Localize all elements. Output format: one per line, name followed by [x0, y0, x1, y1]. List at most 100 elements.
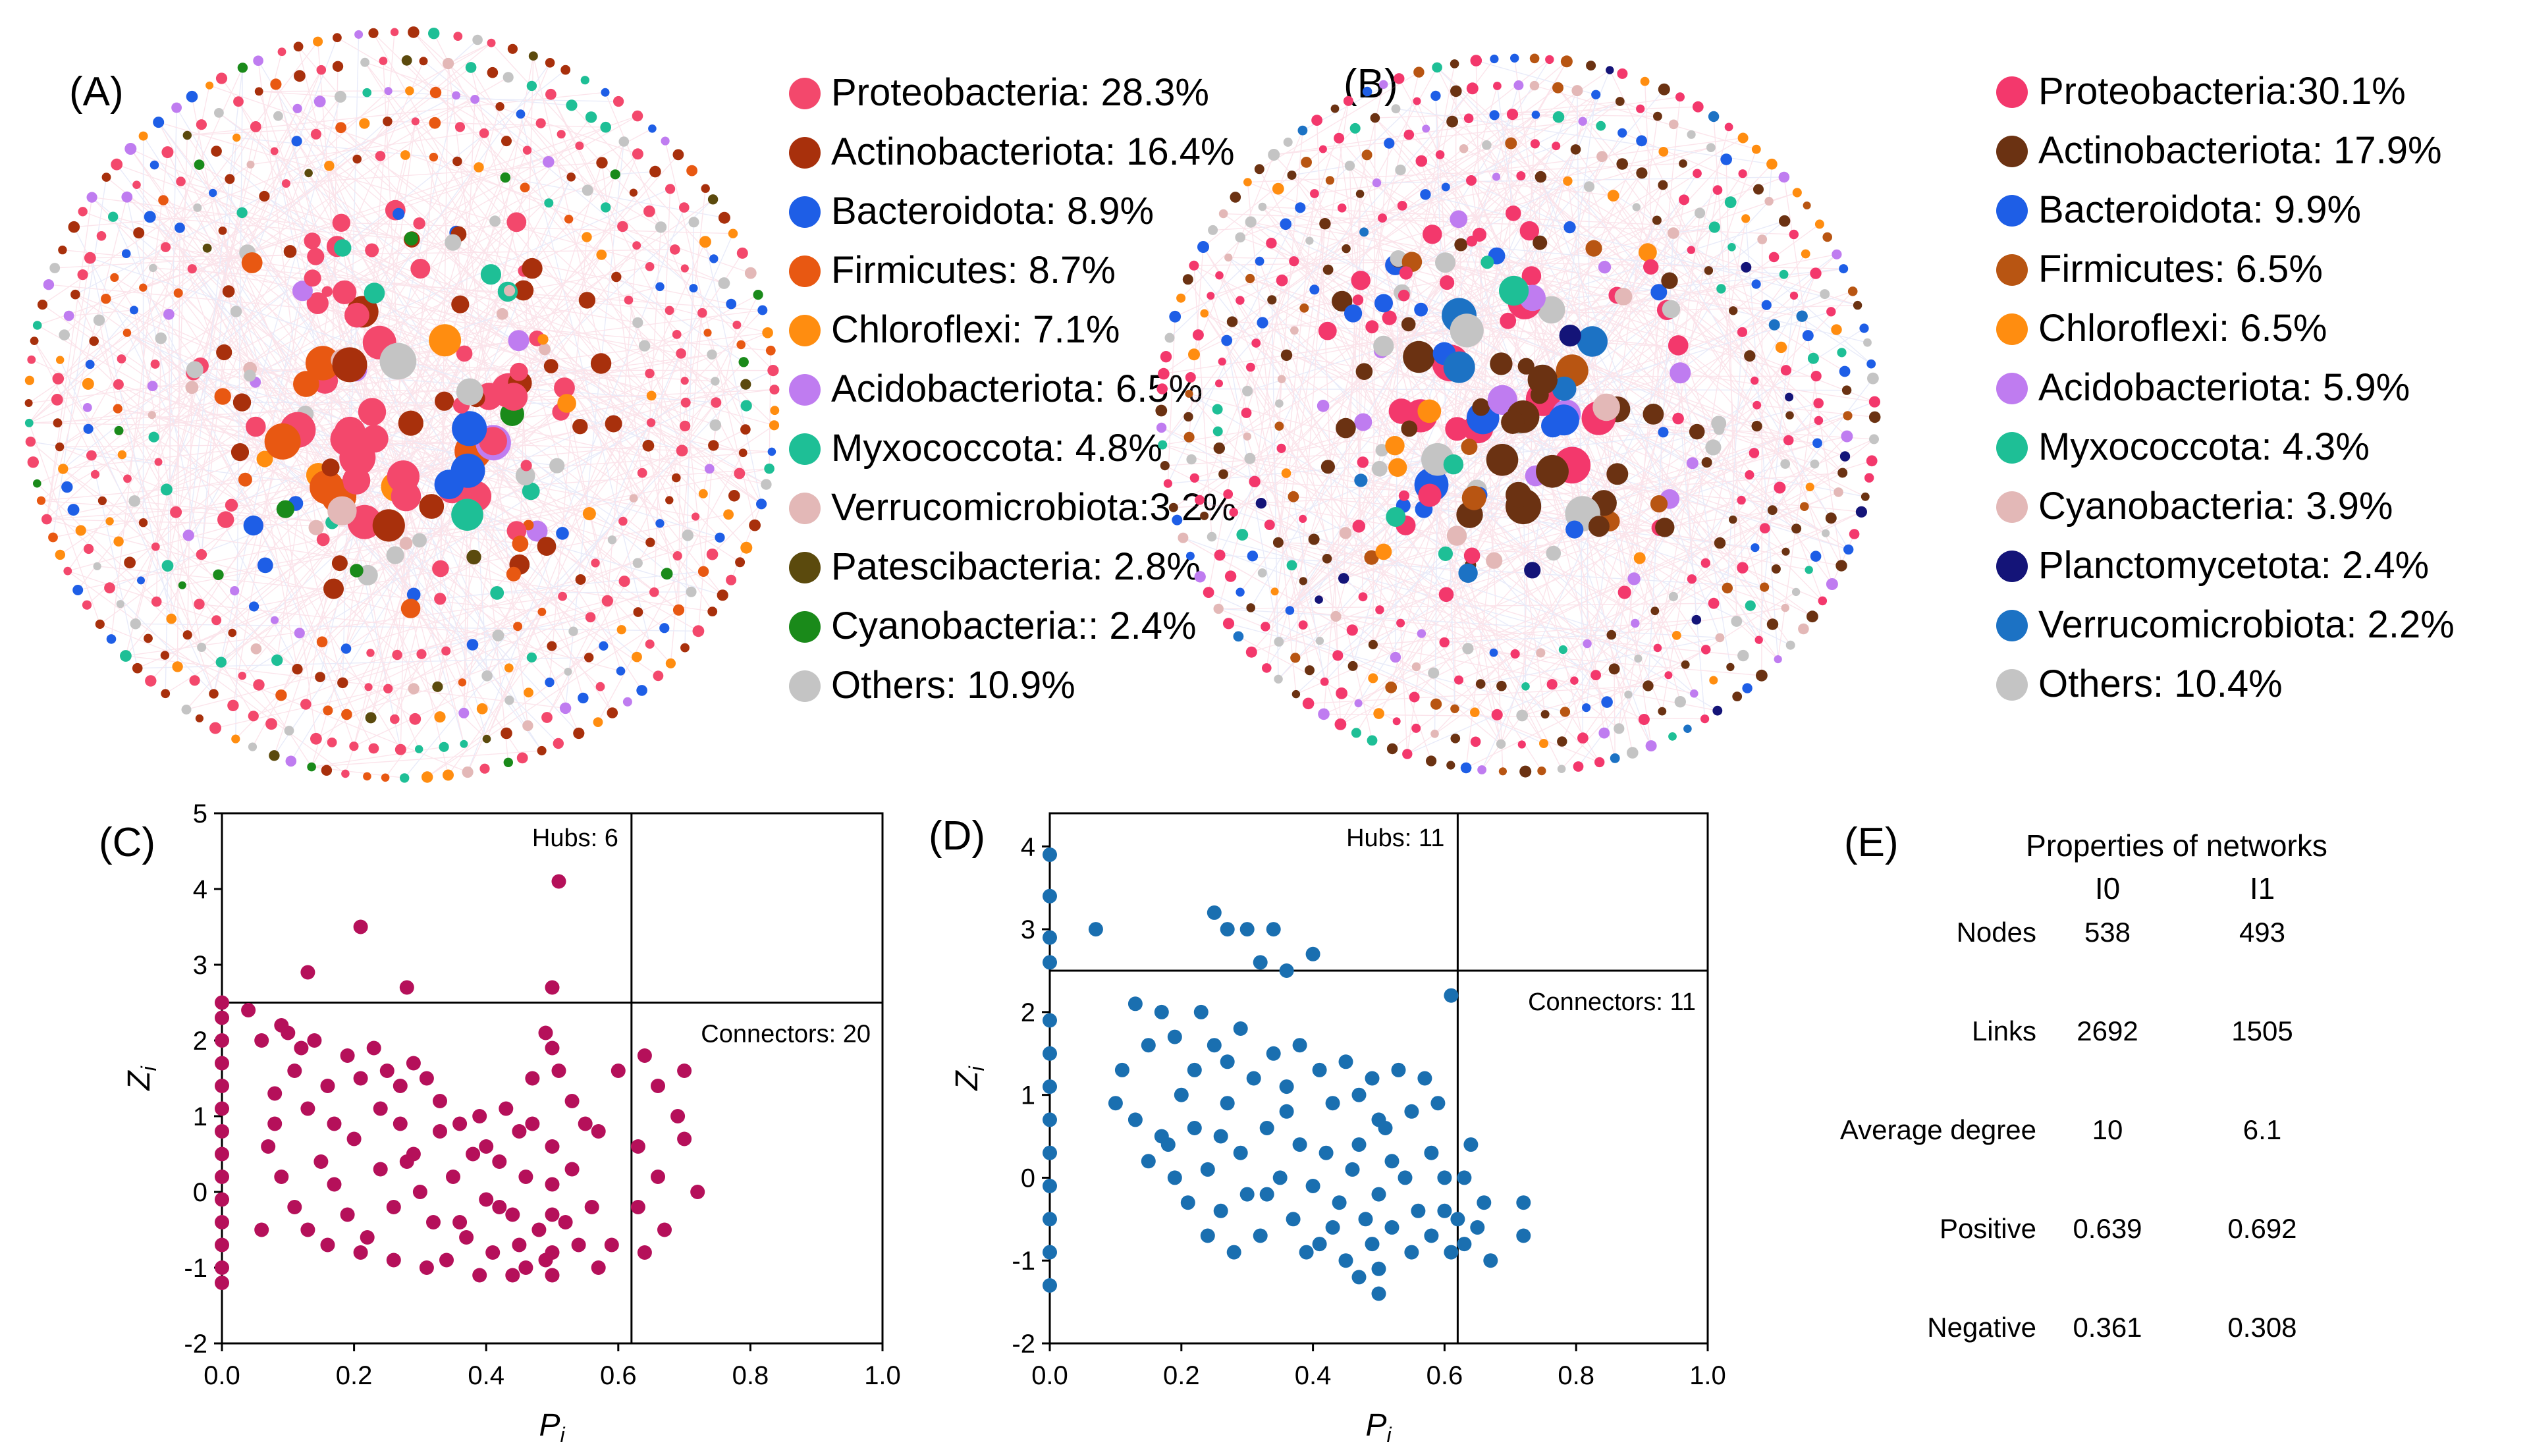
network-node — [61, 481, 73, 493]
network-node — [429, 86, 442, 99]
plot-d-point — [1193, 1004, 1209, 1019]
network-edge — [1522, 416, 1527, 687]
network-node — [1521, 266, 1542, 286]
network-node — [692, 625, 705, 637]
network-edge — [487, 611, 543, 676]
network-node — [709, 254, 719, 263]
network-node — [1477, 765, 1487, 774]
network-node — [1586, 61, 1596, 71]
network-node — [113, 379, 124, 390]
network-node — [528, 51, 538, 61]
plot-d-point — [1213, 1203, 1228, 1218]
plot-d-point — [1286, 1212, 1301, 1227]
network-edge — [520, 113, 774, 371]
network-node — [655, 282, 665, 292]
network-node — [537, 745, 547, 756]
network-node — [474, 162, 484, 173]
network-node — [545, 58, 555, 68]
network-node — [85, 360, 95, 369]
network-node — [1342, 244, 1351, 254]
plot-c-point — [393, 1116, 408, 1131]
network-edge — [1405, 180, 1568, 274]
network-node — [1414, 302, 1428, 317]
plot-d-point — [1220, 922, 1235, 937]
plot-c-xtick-label: 1.0 — [864, 1361, 901, 1390]
network-edge — [1354, 128, 1469, 649]
network-edge — [1496, 86, 1514, 213]
network-edge — [1436, 67, 1511, 144]
network-node — [1398, 289, 1410, 302]
network-edge — [456, 161, 735, 497]
network-edge — [213, 441, 283, 694]
network-node — [1301, 157, 1312, 168]
network-edge — [1395, 264, 1787, 371]
network-node — [333, 33, 342, 43]
network-edge — [74, 212, 242, 228]
network-edge — [275, 84, 439, 687]
network-node — [482, 734, 491, 743]
network-node — [1355, 190, 1365, 198]
network-node — [421, 771, 433, 783]
network-edge — [1731, 247, 1833, 585]
network-node — [676, 348, 686, 359]
plot-c-point — [584, 1200, 599, 1214]
network-node — [767, 365, 779, 377]
network-edge — [394, 153, 639, 720]
network-node — [1810, 267, 1822, 279]
plot-c-point — [294, 1040, 309, 1056]
network-edge — [1471, 529, 1575, 556]
network-edge — [1323, 491, 1839, 715]
network-node — [1489, 110, 1500, 121]
network-node — [1712, 185, 1723, 195]
network-node — [379, 57, 388, 65]
network-node — [1375, 444, 1388, 457]
network-node — [1188, 348, 1200, 361]
network-node — [1802, 330, 1814, 342]
network-node — [365, 712, 377, 724]
network-edge — [1435, 95, 1448, 283]
network-edge — [42, 164, 251, 306]
plot-c-point — [215, 995, 229, 1010]
network-node — [150, 359, 160, 369]
network-edge — [1434, 290, 1853, 734]
plot-c-point — [346, 1131, 362, 1146]
network-node — [566, 99, 578, 111]
network-node — [756, 499, 767, 510]
network-node — [1791, 524, 1802, 534]
network-edge — [1457, 428, 1849, 551]
plot-c-point — [386, 1200, 401, 1214]
plot-d-point — [1371, 1261, 1386, 1276]
network-node — [1461, 439, 1478, 455]
network-edge — [647, 445, 680, 610]
network-edge — [327, 174, 616, 292]
network-node — [1454, 675, 1463, 685]
plot-d-xtick-label: 0.0 — [1031, 1361, 1068, 1390]
properties-row-value: 0.692 — [2227, 1213, 2296, 1244]
plot-d-point — [1411, 1203, 1426, 1218]
network-edge — [242, 254, 602, 676]
network-edge — [354, 611, 639, 747]
network-edge — [1270, 242, 1625, 593]
network-edge — [201, 137, 237, 555]
network-node — [1529, 80, 1540, 91]
network-node — [1403, 129, 1415, 140]
network-node — [718, 211, 730, 224]
network-edge — [120, 402, 243, 605]
network-edge — [413, 429, 746, 595]
network-node — [503, 757, 513, 768]
network-node — [193, 203, 202, 212]
network-node — [1388, 398, 1415, 424]
network-node — [1607, 190, 1619, 202]
network-node — [703, 329, 712, 337]
network-edge — [232, 290, 304, 706]
network-edge — [1249, 417, 1483, 459]
network-edge — [415, 121, 717, 403]
network-edge — [1363, 101, 1621, 233]
network-edge — [167, 126, 256, 566]
network-node — [596, 157, 608, 169]
network-node — [178, 581, 186, 589]
network-node — [1438, 587, 1454, 603]
network-node — [1218, 209, 1228, 219]
network-node — [1709, 676, 1718, 685]
network-node — [1470, 707, 1480, 717]
